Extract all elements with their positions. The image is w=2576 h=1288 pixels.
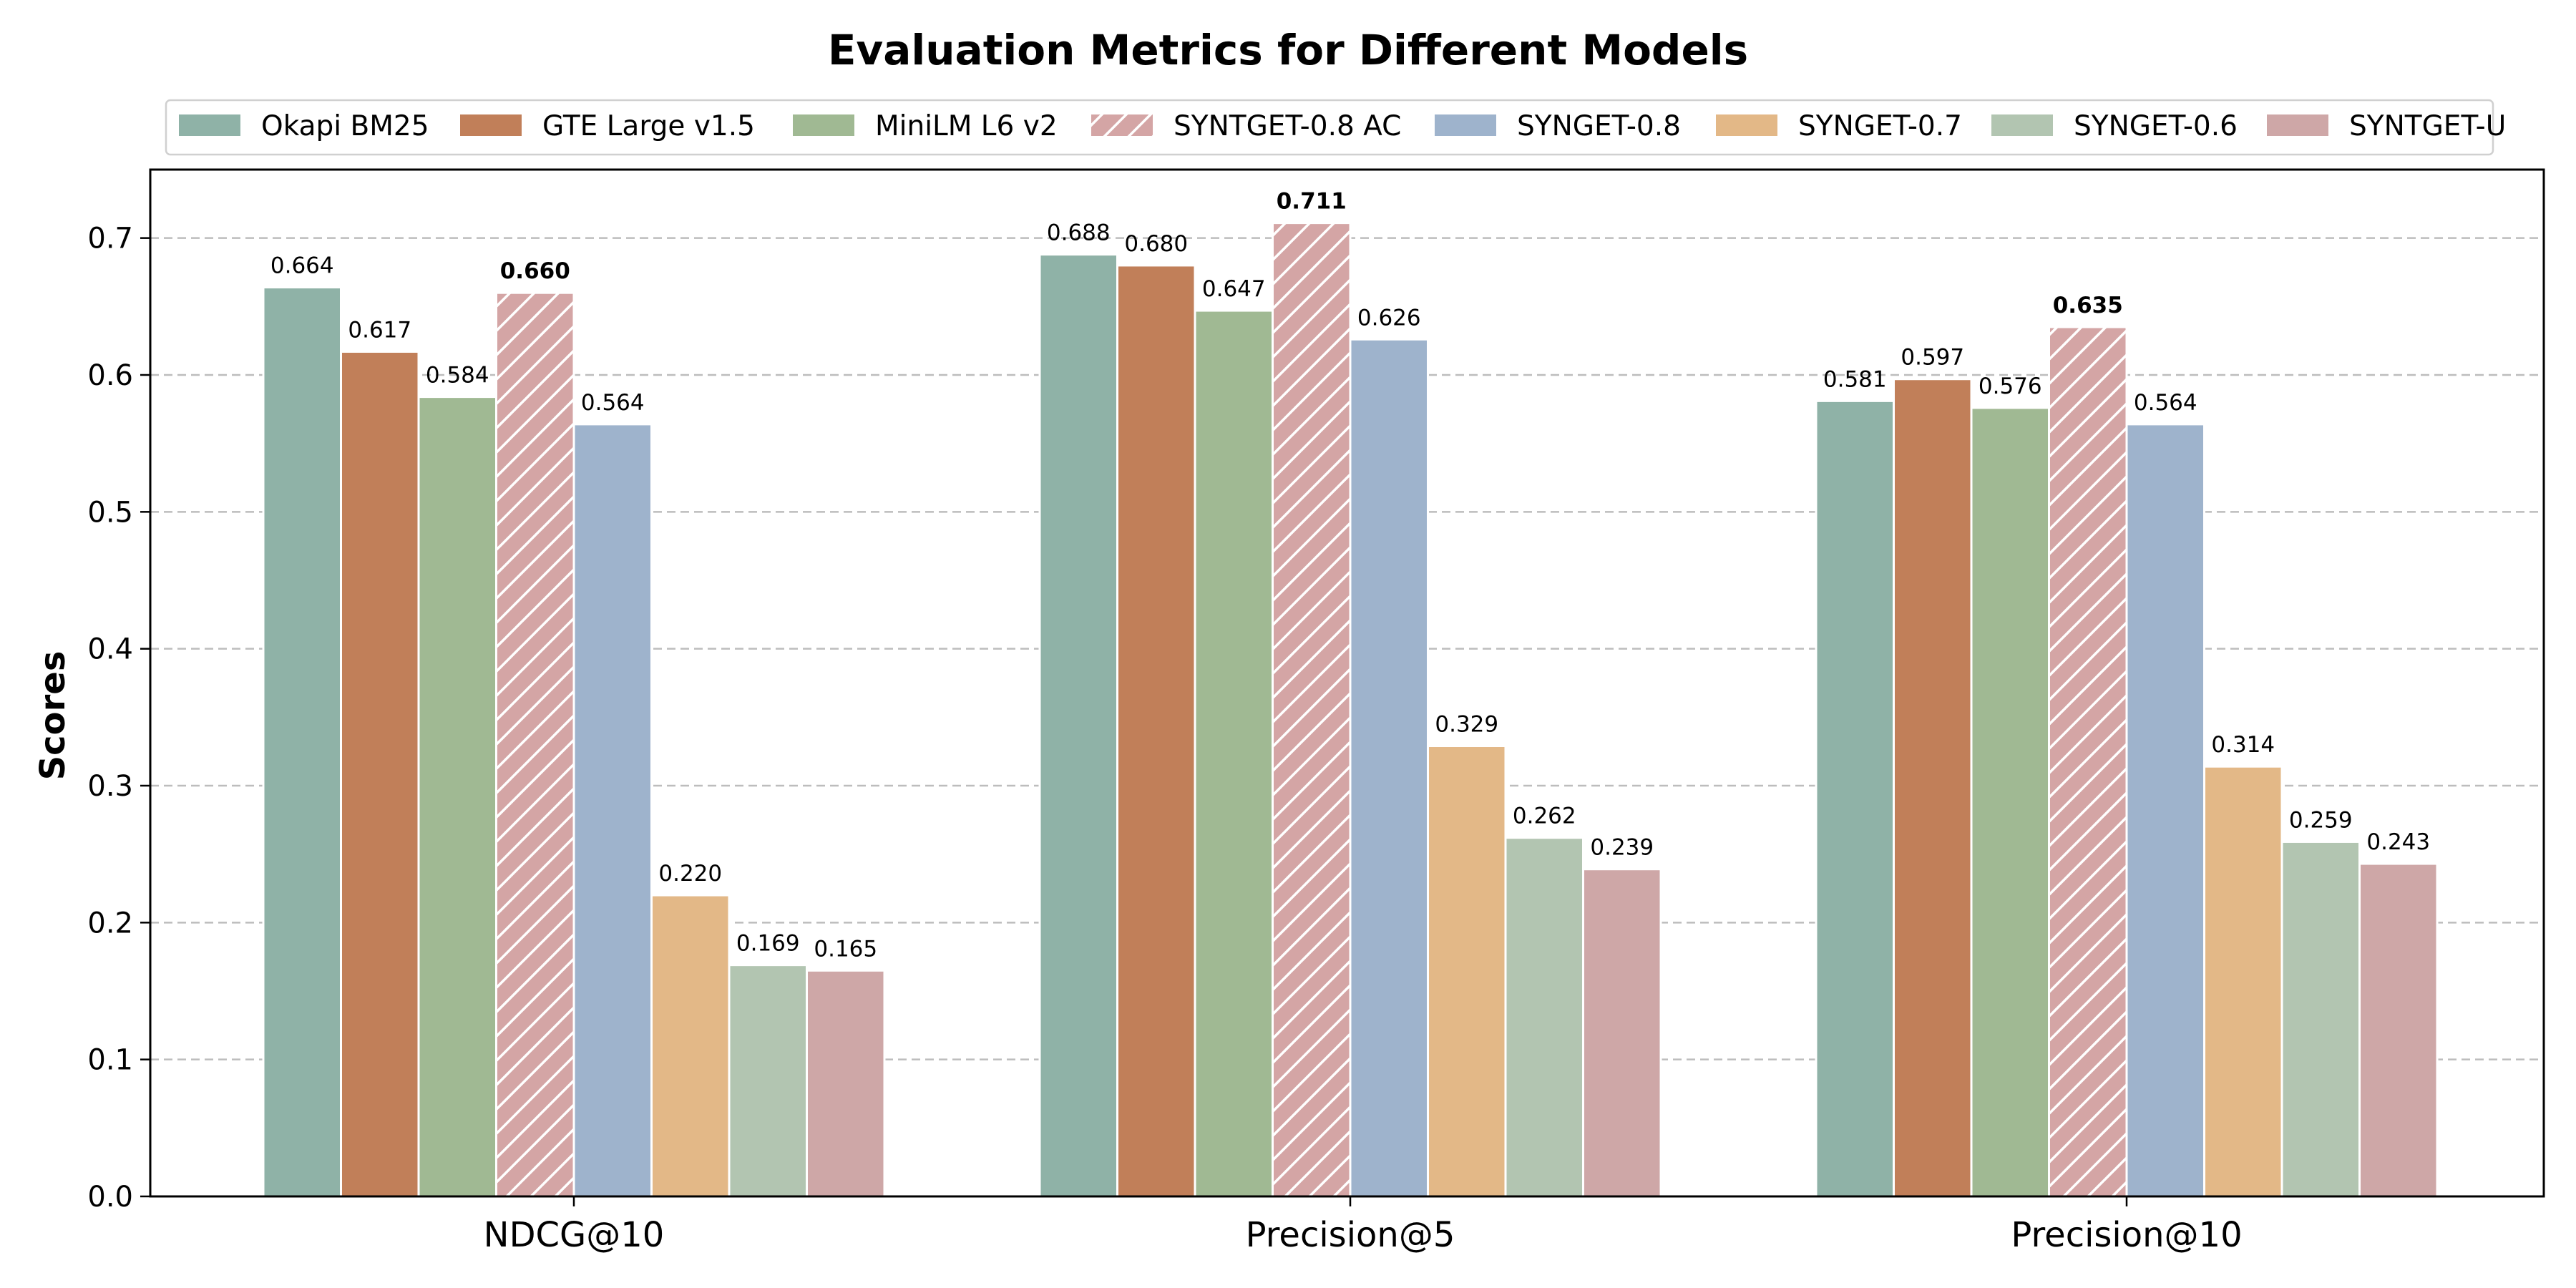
bar <box>2125 423 2205 1198</box>
legend-swatch <box>1991 114 2053 136</box>
bar <box>1116 264 1196 1198</box>
bar <box>806 969 886 1198</box>
x-tick-label: NDCG@10 <box>484 1215 665 1255</box>
bars <box>262 222 2439 1198</box>
legend-box <box>165 99 2494 156</box>
y-tick-label: 0.3 <box>87 770 133 803</box>
bar-hatch <box>2049 327 2127 1196</box>
bar <box>1038 253 1118 1198</box>
bar <box>1582 868 1662 1198</box>
data-label: 0.564 <box>581 390 645 416</box>
data-label: 0.329 <box>1435 712 1498 738</box>
bar <box>2358 862 2439 1198</box>
data-label: 0.220 <box>658 861 722 887</box>
legend-label: Okapi BM25 <box>261 110 429 142</box>
bar <box>1504 836 1584 1198</box>
legend-label: SYNGET-0.8 <box>1517 110 1681 142</box>
legend-swatch-hatch <box>1091 114 1153 136</box>
bar-hatch <box>1272 223 1350 1196</box>
plot-frame <box>149 168 2545 1198</box>
data-label: 0.680 <box>1124 231 1188 257</box>
bar <box>728 964 808 1198</box>
legend-swatch <box>1716 114 1777 136</box>
data-label: 0.314 <box>2211 732 2275 758</box>
data-label: 0.647 <box>1202 276 1266 302</box>
bar <box>572 423 653 1198</box>
legend-label: MiniLM L6 v2 <box>875 110 1058 142</box>
x-tick-label: Precision@10 <box>2011 1215 2242 1255</box>
data-labels: 0.664 0.688 0.581 0.617 0.680 0.597 0.584 0.647… <box>270 189 2430 962</box>
bar <box>1815 399 1895 1198</box>
y-tick-label: 0.7 <box>87 223 133 255</box>
bar <box>650 894 731 1198</box>
data-label: 0.243 <box>2366 829 2430 855</box>
data-label: 0.169 <box>736 931 800 957</box>
bar <box>1893 378 1973 1198</box>
y-tick-label: 0.1 <box>87 1044 133 1077</box>
legend-label: SYNGET-0.6 <box>2074 110 2238 142</box>
legend-swatch <box>179 114 240 136</box>
data-label: 0.239 <box>1590 835 1654 861</box>
bar <box>2203 765 2283 1198</box>
bar <box>1970 406 2050 1198</box>
y-tick-label: 0.5 <box>87 496 133 529</box>
data-label: 0.617 <box>348 317 411 343</box>
bar <box>1349 338 1429 1198</box>
bar <box>1427 745 1507 1198</box>
bar <box>1194 309 1274 1198</box>
data-label: 0.584 <box>426 363 489 389</box>
data-label: 0.259 <box>2289 807 2353 833</box>
legend-label: SYNTGET-0.8 AC <box>1174 110 1401 142</box>
axes: 0.0 0.1 0.2 0.3 0.4 0.5 0.6 0.7 NDCG@10 Precision… <box>87 168 2545 1255</box>
data-label: 0.626 <box>1357 305 1421 331</box>
data-label: 0.262 <box>1513 804 1576 829</box>
data-label: 0.688 <box>1047 220 1111 246</box>
data-label: 0.581 <box>1823 366 1887 392</box>
legend-swatch <box>1435 114 1496 136</box>
legend-swatch <box>793 114 854 136</box>
legend-swatch <box>460 114 522 136</box>
y-axis-label: Scores <box>33 651 73 781</box>
legend: Okapi BM25 GTE Large v1.5 MiniLM L6 v2 SYNT… <box>165 99 2506 156</box>
bar <box>262 286 342 1198</box>
data-label: 0.660 <box>500 258 570 284</box>
data-label: 0.635 <box>2053 293 2123 318</box>
y-tick-label: 0.0 <box>87 1181 133 1214</box>
data-label: 0.165 <box>814 936 877 962</box>
data-label: 0.576 <box>1979 374 2042 399</box>
legend-swatch <box>2267 114 2328 136</box>
y-tick-label: 0.2 <box>87 907 133 940</box>
data-label: 0.564 <box>2134 390 2197 416</box>
data-label: 0.664 <box>270 253 334 279</box>
y-tick-label: 0.6 <box>87 359 133 392</box>
chart-title: Evaluation Metrics for Different Models <box>828 26 1748 74</box>
bar <box>417 396 497 1198</box>
bar <box>340 350 420 1198</box>
y-tick-label: 0.4 <box>87 633 133 666</box>
legend-label: SYNGET-0.7 <box>1798 110 1962 142</box>
legend-label: GTE Large v1.5 <box>542 110 755 142</box>
data-label: 0.711 <box>1277 189 1347 215</box>
bar <box>2280 840 2361 1198</box>
x-tick-label: Precision@5 <box>1246 1215 1455 1255</box>
legend-label: SYNTGET-U <box>2349 110 2506 142</box>
data-label: 0.597 <box>1901 345 1964 371</box>
bar-hatch <box>496 293 574 1197</box>
